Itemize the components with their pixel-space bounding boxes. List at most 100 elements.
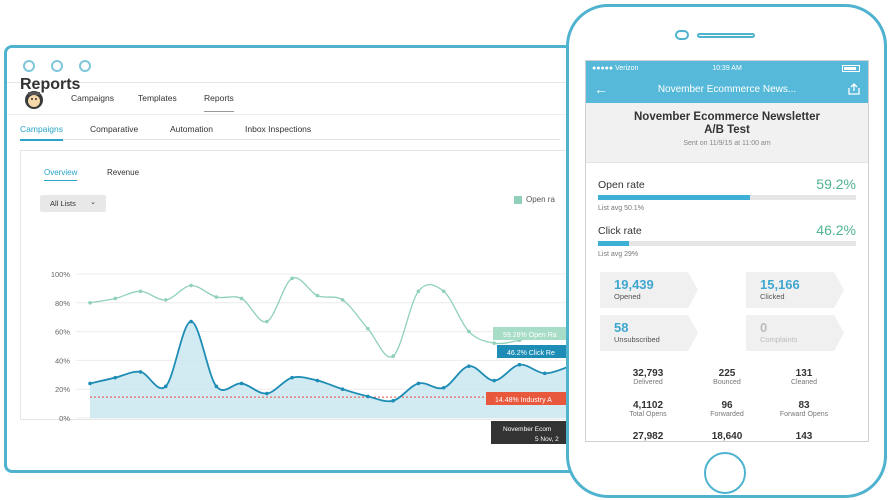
tab-automation[interactable]: Automation bbox=[170, 124, 213, 134]
open-rate-point[interactable] bbox=[138, 289, 143, 294]
mini-stat-7-value: 27,982 bbox=[632, 431, 664, 442]
carrier-label: ●●●●● Verizon bbox=[592, 65, 639, 72]
share-icon[interactable] bbox=[848, 83, 860, 95]
open-rate-point[interactable] bbox=[340, 298, 345, 302]
stat-complaints[interactable]: 0 Complaints bbox=[746, 315, 844, 351]
click-rate-point[interactable] bbox=[265, 391, 269, 396]
mini-cleaned-label: Cleaned bbox=[790, 379, 818, 386]
phone-home-button[interactable] bbox=[704, 452, 746, 494]
mini-forward-opens-label: Forward Opens bbox=[779, 411, 829, 418]
report-sent-on: Sent on 11/9/15 at 11:00 am bbox=[683, 140, 771, 147]
stat-opened-value: 19,439 bbox=[614, 277, 654, 292]
click-rate-avg: List avg 29% bbox=[598, 251, 639, 258]
click-rate-point[interactable] bbox=[467, 364, 471, 368]
phone-speaker bbox=[697, 33, 755, 38]
click-rate-point[interactable] bbox=[542, 371, 547, 376]
mini-cleaned: 131 Cleaned bbox=[764, 368, 844, 386]
app-navbar: Campaigns Templates Reports bbox=[7, 83, 807, 115]
click-rate-point[interactable] bbox=[189, 319, 193, 324]
appbar-title: November Ecommerce News... bbox=[657, 84, 797, 95]
open-rate-point[interactable] bbox=[214, 295, 219, 299]
click-rate-point[interactable] bbox=[88, 381, 92, 386]
click-rate-point[interactable] bbox=[492, 378, 497, 383]
click-rate-point[interactable] bbox=[113, 375, 118, 380]
open-rate-point[interactable] bbox=[366, 326, 370, 331]
stat-opened[interactable]: 19,439 Opened bbox=[600, 272, 698, 308]
click-rate-point[interactable] bbox=[517, 362, 522, 367]
tab-comparative[interactable]: Comparative bbox=[90, 124, 139, 134]
window-maximize-dot[interactable] bbox=[79, 60, 91, 72]
click-rate-point[interactable] bbox=[366, 394, 370, 399]
window-minimize-dot[interactable] bbox=[51, 60, 63, 72]
open-rate-point[interactable] bbox=[492, 341, 497, 345]
y-tick-label: 100% bbox=[51, 270, 71, 279]
back-arrow-icon[interactable]: ← bbox=[594, 81, 608, 97]
open-rate-point[interactable] bbox=[391, 354, 395, 358]
open-rate-point[interactable] bbox=[416, 289, 421, 294]
click-rate-point[interactable] bbox=[214, 384, 219, 389]
mailchimp-logo-icon[interactable] bbox=[23, 88, 45, 110]
click-rate-point[interactable] bbox=[239, 381, 244, 386]
stat-unsubscribed-value: 58 bbox=[614, 320, 629, 335]
y-tick-label: 60% bbox=[55, 328, 70, 337]
click-rate-fill bbox=[598, 241, 629, 246]
tooltip-open-bg bbox=[493, 327, 573, 340]
mini-forward-opens-value: 83 bbox=[798, 400, 810, 411]
open-rate-point[interactable] bbox=[163, 298, 168, 302]
mini-bounced-value: 225 bbox=[718, 368, 736, 379]
nav-campaigns[interactable]: Campaigns bbox=[71, 93, 114, 103]
nav-templates[interactable]: Templates bbox=[138, 93, 177, 103]
mini-stat-8-value: 18,640 bbox=[711, 431, 743, 442]
tooltip-campaign-date: 5 Nov, 2 bbox=[535, 436, 559, 443]
y-tick-label: 20% bbox=[55, 385, 70, 394]
report-title-line2: A/B Test bbox=[704, 124, 750, 136]
phone-appbar: ← November Ecommerce News... bbox=[586, 77, 868, 103]
tab-overview[interactable]: Overview bbox=[44, 168, 78, 181]
open-rate-point[interactable] bbox=[290, 276, 294, 281]
open-rate-point[interactable] bbox=[265, 319, 269, 324]
mini-total-opens-value: 4,1102 bbox=[632, 400, 664, 411]
tab-revenue[interactable]: Revenue bbox=[107, 168, 140, 177]
click-rate-point[interactable] bbox=[315, 378, 320, 383]
click-rate-point[interactable] bbox=[290, 375, 294, 380]
stat-clicked[interactable]: 15,166 Clicked bbox=[746, 272, 844, 308]
tab-inbox-inspections[interactable]: Inbox Inspections bbox=[245, 124, 312, 134]
click-rate-track bbox=[598, 241, 856, 246]
stat-clicked-label: Clicked bbox=[760, 292, 785, 301]
open-rate-point[interactable] bbox=[441, 289, 446, 294]
click-rate-point[interactable] bbox=[138, 370, 143, 374]
click-rate-point[interactable] bbox=[441, 385, 446, 390]
tooltip-industry-bg bbox=[486, 392, 573, 405]
page-title: Reports bbox=[20, 76, 81, 93]
open-rate-point[interactable] bbox=[113, 296, 118, 301]
click-rate-point[interactable] bbox=[163, 384, 168, 389]
tab-campaigns[interactable]: Campaigns bbox=[20, 124, 63, 141]
nav-reports[interactable]: Reports bbox=[204, 93, 234, 112]
open-rate-point[interactable] bbox=[239, 296, 244, 301]
tooltip-click: 46.2% Click Re bbox=[507, 350, 555, 357]
open-rate-avg: List avg 50.1% bbox=[598, 205, 644, 212]
list-filter-value: All Lists bbox=[50, 199, 76, 208]
open-rate-label: Open rate bbox=[598, 179, 645, 191]
window-close-dot[interactable] bbox=[23, 60, 35, 72]
open-rate-point[interactable] bbox=[315, 293, 320, 298]
y-tick-label: 40% bbox=[55, 356, 70, 365]
mini-forward-opens: 83 Forward Opens bbox=[764, 400, 844, 418]
y-tick-label: 80% bbox=[55, 299, 70, 308]
stat-unsubscribed[interactable]: 58 Unsubscribed bbox=[600, 315, 698, 351]
open-rate-track bbox=[598, 195, 856, 200]
open-rate-point[interactable] bbox=[189, 283, 193, 288]
tooltip-campaign-name: November Ecom bbox=[503, 426, 551, 433]
legend-label-open: Open ra bbox=[526, 195, 555, 204]
stat-unsubscribed-label: Unsubscribed bbox=[614, 335, 660, 344]
mini-stat-9-value: 143 bbox=[795, 431, 813, 442]
list-filter-dropdown[interactable]: All Lists ⌄ bbox=[40, 195, 106, 212]
click-rate-point[interactable] bbox=[416, 381, 421, 386]
click-rate-label: Click rate bbox=[598, 225, 642, 237]
click-rate-point[interactable] bbox=[391, 398, 395, 403]
stat-complaints-value: 0 bbox=[760, 320, 768, 335]
open-rate-point[interactable] bbox=[88, 301, 92, 305]
open-rate-point[interactable] bbox=[467, 329, 471, 334]
click-rate-point[interactable] bbox=[340, 387, 345, 392]
click-rate-block: Click rate 46.2% List avg 29% bbox=[598, 222, 856, 258]
